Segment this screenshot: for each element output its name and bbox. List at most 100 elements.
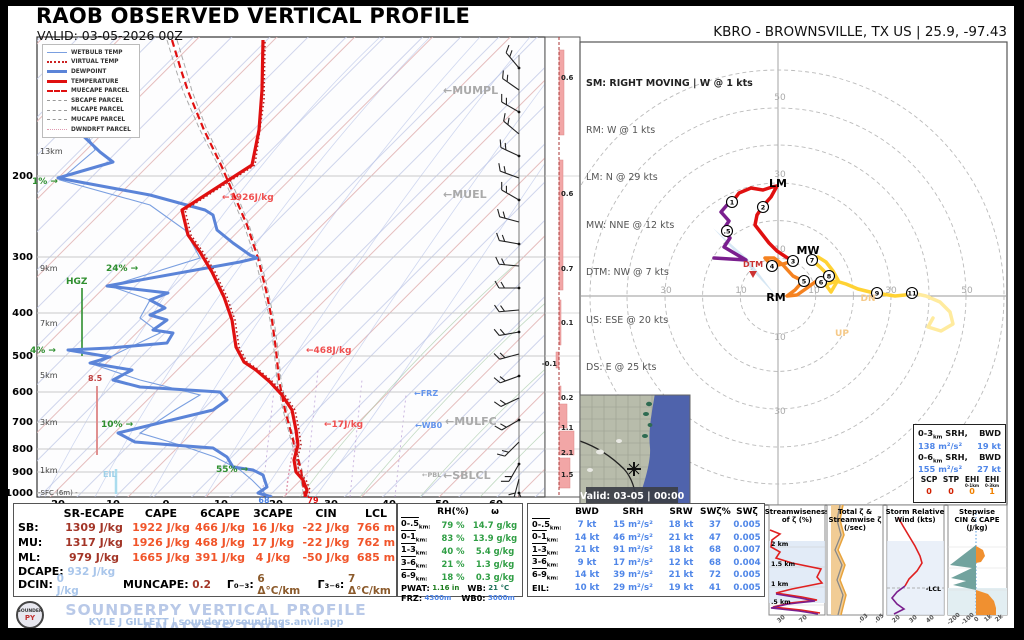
legend-item: DWNDRFT PARCEL: [47, 125, 135, 135]
legend-item: VIRTUAL TEMP: [47, 58, 135, 68]
thermo-table: SR-ECAPE CAPE 6CAPE 3CAPE CIN LCL SB: 13…: [13, 503, 397, 597]
km-marker: 11: [907, 290, 917, 298]
legend-label: MUECAPE PARCEL: [71, 88, 129, 95]
dtm-label: DTM: [743, 260, 763, 269]
table-row: ML: 979 J/kg 1665 J/kg 391 J/kg 4 J/kg -50…: [18, 551, 396, 564]
legend-item: MUCAPE PARCEL: [47, 115, 135, 125]
height-label: 13km: [40, 147, 63, 156]
km-marker: 1: [730, 199, 735, 207]
ehi1-sub: 0-1km: [964, 483, 980, 489]
map-highlights: [587, 439, 622, 472]
logo-text: PY: [24, 613, 36, 622]
dry-adiabats: [299, 259, 545, 497]
ocean: [636, 395, 690, 505]
map-inset: Valid: 03-05 | 00:00: [579, 394, 691, 506]
km-marker: 6: [819, 279, 824, 287]
srh-0-6-values: 155 m²/s² 27 kt: [918, 464, 1001, 475]
virtual-temp-line: [184, 41, 311, 497]
pressure-label: 400: [12, 308, 33, 319]
storm-motion-us: US: ESE @ 20 kts: [586, 314, 669, 326]
x-tick: 30: [776, 614, 787, 625]
panel-title: Total ζ &: [838, 508, 872, 516]
height-label: 9km: [40, 264, 58, 273]
srh-0-3-values: 138 m²/s² 19 kt: [918, 440, 1001, 451]
lapse-3-6-value: 7 Δ°C/km: [347, 572, 391, 597]
adv-value: -0.1: [542, 360, 557, 368]
kin-header-row: BWD SRH SRW SWζ% SWζ: [532, 506, 762, 519]
lapse-label: 8.5: [88, 374, 103, 383]
pressure-label: 300: [12, 252, 33, 263]
ehi2-header: EHI: [984, 475, 1000, 485]
mixing-ratio-lines: [261, 369, 407, 497]
panel-title: Storm Relative: [886, 508, 945, 516]
ring-label: 10: [774, 333, 786, 343]
stepwise-cin-fill2: [953, 578, 976, 590]
storm-motion-dtm: DTM: NW @ 7 kts: [586, 267, 669, 279]
frz-label: ←FRZ: [414, 389, 438, 398]
x-tick: 30: [908, 614, 919, 625]
table-row: 3-6km: 9 kt 17 m²/s² 12 kt 68 0.004: [532, 556, 761, 570]
legend-label: DEWPOINT: [71, 68, 107, 75]
height-tick: 1.5 km: [771, 561, 796, 568]
pressure-label: 200: [12, 171, 33, 182]
cape-annotations: ←1926J/kg ←468J/kg ←17J/kg: [222, 193, 363, 430]
table-row: MU: 1317 J/kg 1926 J/kg 468 J/kg 17 J/kg -…: [18, 536, 396, 549]
srh-0-3-header: 0-3km SRH, BWD: [918, 428, 1001, 441]
composite-indices: SCP STP EHI EHI 0-1km 0-3km 0 0 0 1: [918, 475, 1001, 496]
sbcape-parcel-line: [176, 39, 307, 497]
height-tick: 1 km: [771, 581, 789, 588]
table-row: 6-9km: 18 % 0.3 g/kg: [401, 570, 515, 583]
sbcape-line-icon: [47, 100, 67, 102]
panel-title: (/sec): [844, 524, 866, 532]
pressure-label: 1000: [5, 488, 33, 499]
legend-item: WETBULB TEMP: [47, 48, 135, 58]
sounderpy-logo: SOUNDER PY: [16, 601, 44, 629]
adv-value: 1.5: [561, 471, 574, 479]
skewt-legend: WETBULB TEMP VIRTUAL TEMP DEWPOINT TEMPE…: [42, 44, 140, 139]
thermo-header-row: SR-ECAPE CAPE 6CAPE 3CAPE CIN LCL: [18, 506, 394, 520]
pressure-gridlines: [37, 175, 545, 494]
pressure-axis: 200 300 400 500 600 700 800 900 1000: [5, 171, 33, 499]
col-header: 6CAPE: [200, 506, 240, 520]
rh-label: 24% →: [106, 264, 139, 274]
station-marker-icon: [627, 462, 641, 476]
table-row: 6-9km: 14 kt 39 m²/s² 21 kt 72 0.005: [532, 568, 761, 582]
legend-label: DWNDRFT PARCEL: [71, 126, 131, 133]
frz-row: FRZ: 4300m WB0: 3000m: [401, 593, 515, 603]
frame-left: [0, 0, 8, 640]
moisture-table: RH(%) ω 0-.5km: 79 % 14.7 g/kg 0-1km: 83 % 13…: [397, 503, 523, 603]
muncape-value: 0.2: [192, 578, 211, 591]
surface-label: -SFC (6m) -: [38, 489, 78, 497]
x-tick: 1k: [983, 612, 995, 623]
srh-0-6-header: 0-6km SRH, BWD: [918, 451, 1001, 465]
dcin-value: 0 J/kg: [56, 572, 79, 597]
surface-temp-f: 79: [307, 496, 319, 505]
downdraft-line-icon: [47, 129, 67, 131]
sblcl-label: ←SBLCL: [443, 469, 491, 482]
stp-value: 0: [948, 487, 954, 497]
ring-label: 30: [774, 170, 786, 180]
col-header: SR-ECAPE: [63, 506, 125, 520]
pressure-label: 700: [12, 417, 33, 428]
total-vorticity-line: [837, 504, 847, 616]
col-header: 3CAPE: [253, 506, 293, 520]
ring-label: 30: [885, 286, 897, 296]
ring-label: 30: [774, 407, 786, 417]
mlcape-parcel-line: [166, 39, 305, 497]
hodograph-panel: 10 30 10 30 50 10 30 50 10 30 .5: [579, 41, 1008, 506]
ring-label: 50: [774, 93, 786, 103]
mumpl-label: ←MUMPL: [443, 84, 498, 97]
storm-motion-sm: SM: RIGHT MOVING | W @ 1 kts: [586, 77, 753, 89]
legend-label: MLCAPE PARCEL: [71, 107, 125, 114]
legend-item: TEMPERATURE: [47, 77, 135, 87]
adv-value: 0.6: [561, 190, 574, 198]
col-header: SWζ: [736, 507, 758, 518]
dtm-marker-icon: [749, 271, 757, 278]
ehi2-value: 1: [989, 487, 995, 497]
rh-label: 55% →: [216, 465, 249, 475]
km-marker: 4: [770, 263, 775, 271]
x-tick: 70: [798, 614, 809, 625]
map-valid-label: Valid: 03-05 | 00:00: [580, 491, 685, 502]
wb0-label: ←WB0: [415, 421, 443, 430]
